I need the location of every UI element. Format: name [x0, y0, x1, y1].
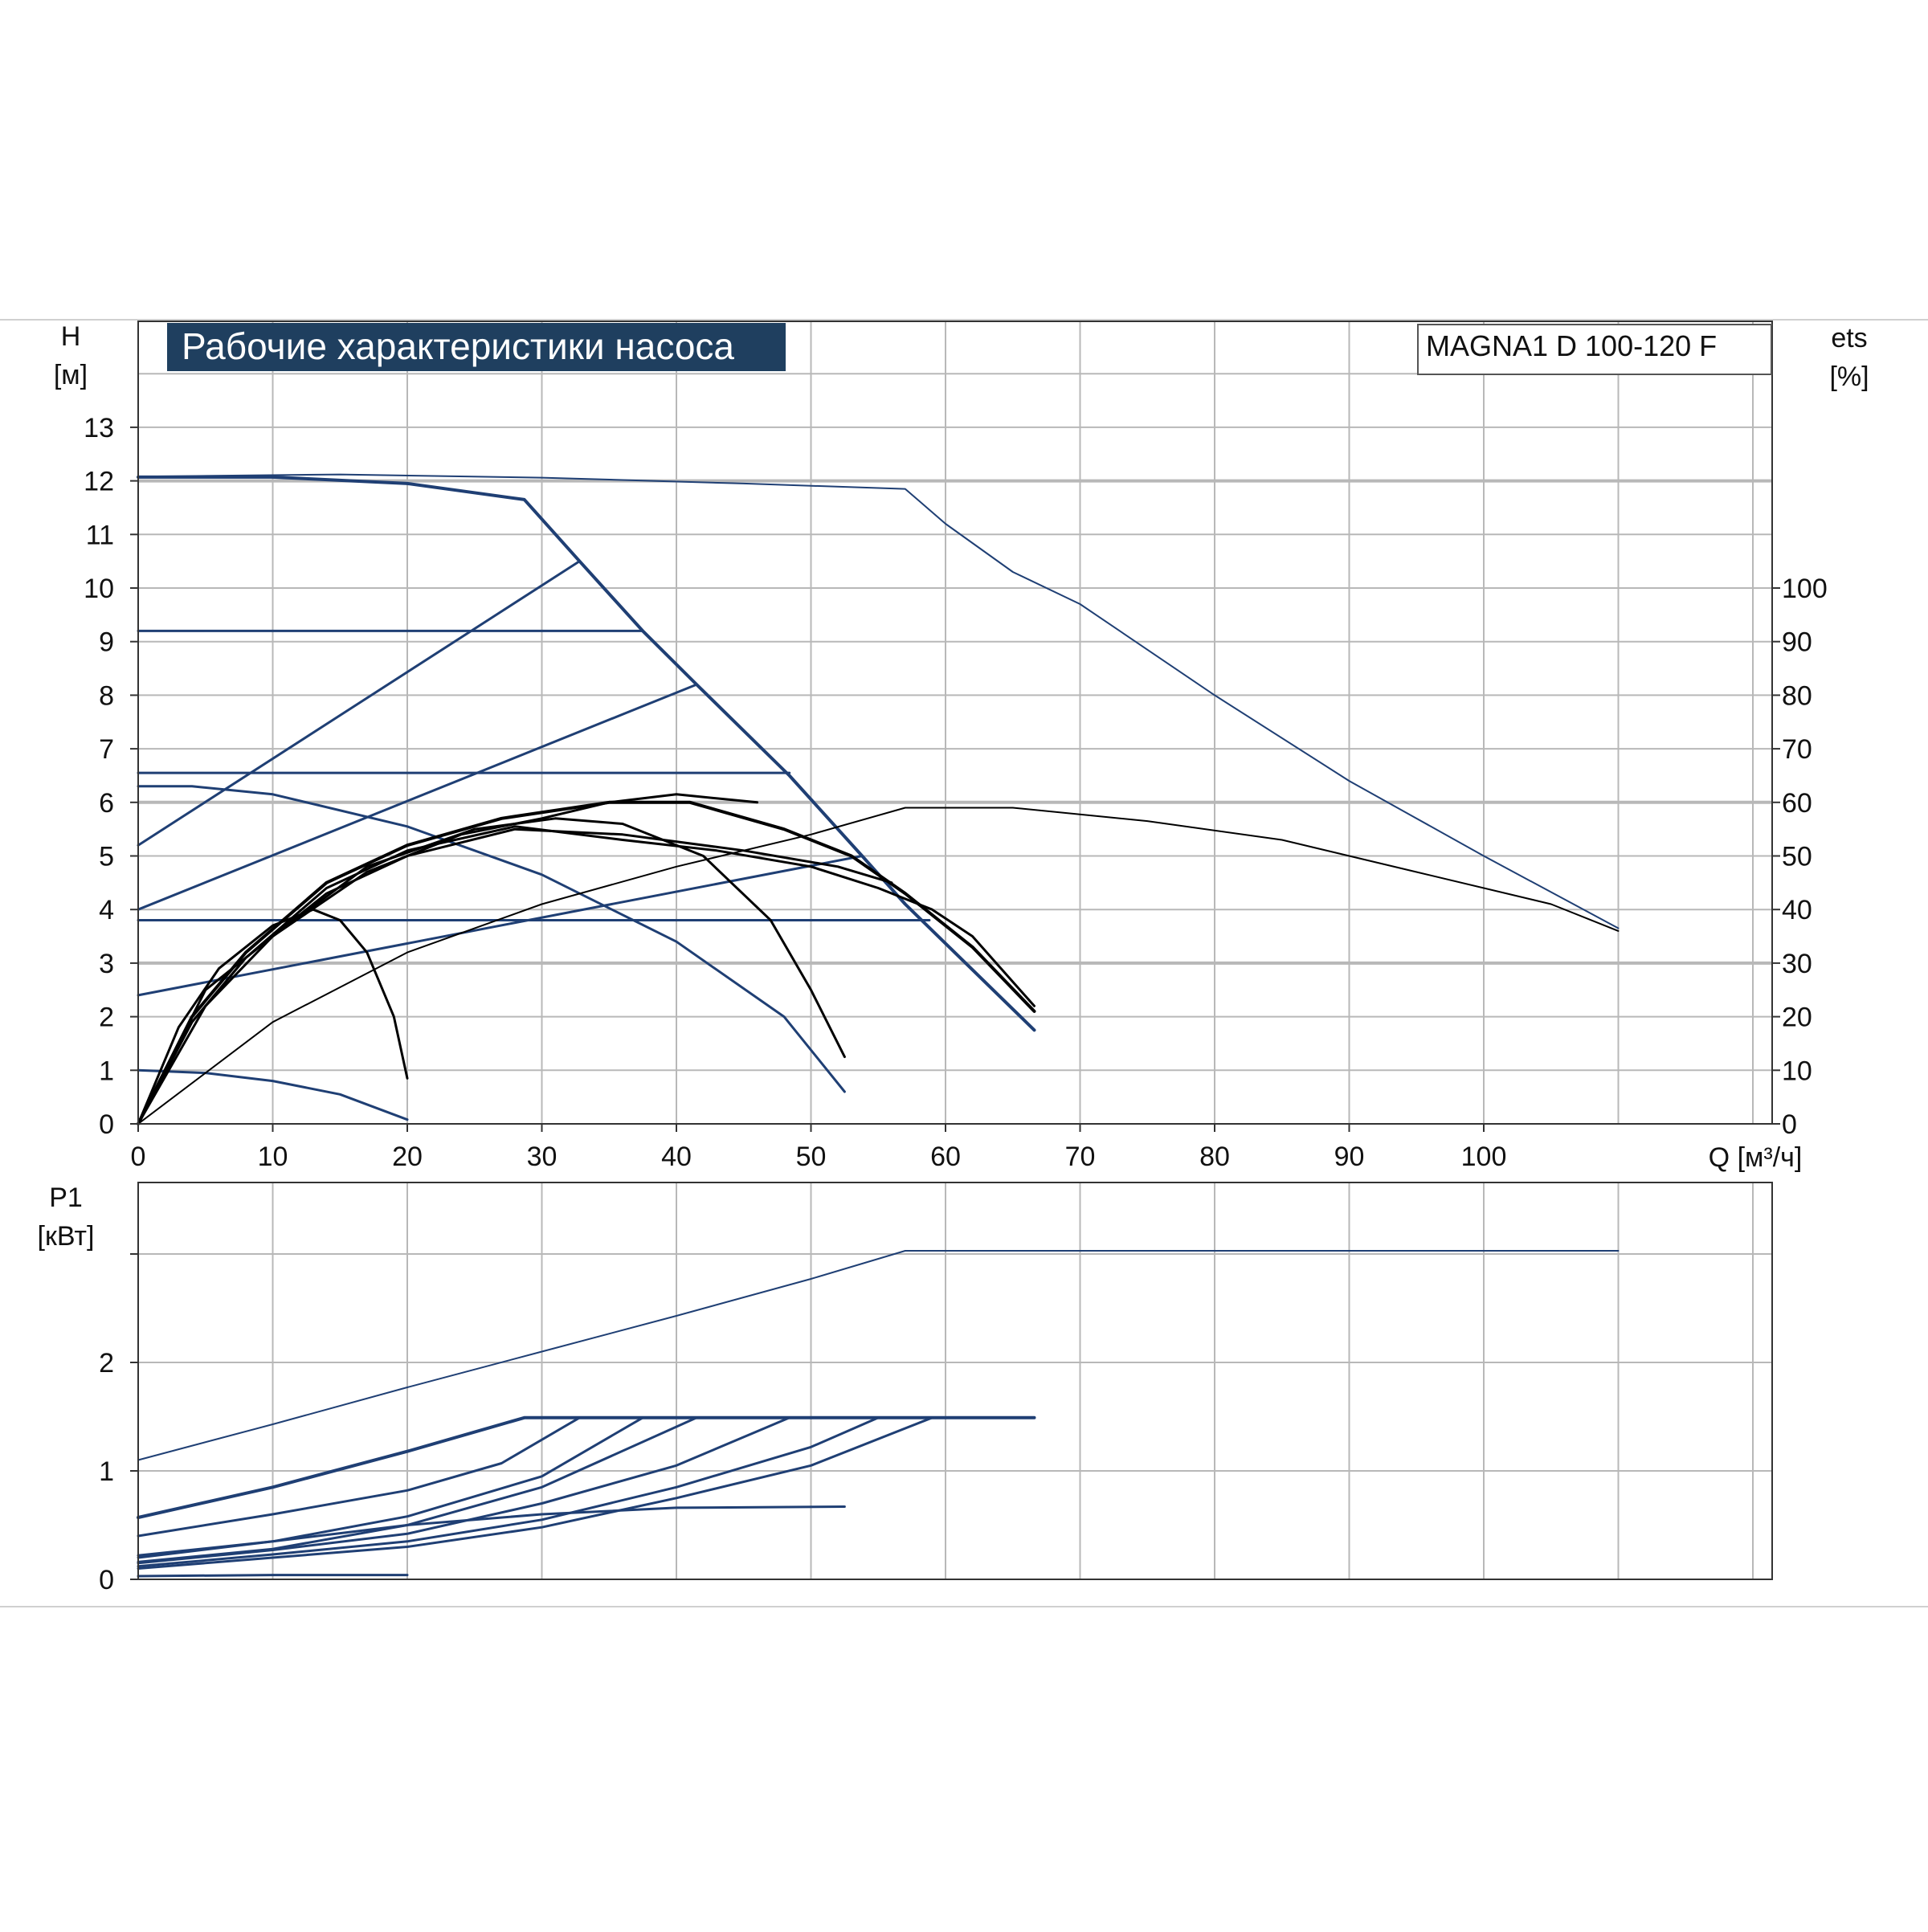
head-y-tick-label: 5 [99, 842, 114, 872]
head-chart-frame [137, 321, 1773, 1125]
head-curve-8 [137, 785, 846, 1093]
power-y-tick-label: 2 [99, 1348, 114, 1379]
power-y-tick-label: 0 [99, 1565, 114, 1595]
efficiency-tick-label: 40 [1782, 895, 1812, 925]
head-axis-unit: [м] [54, 360, 88, 390]
model-label: MAGNA1 D 100-120 F [1426, 329, 1717, 362]
x-tick-label: 60 [930, 1142, 961, 1172]
head-y-tick-label: 11 [86, 520, 114, 550]
head-curve-6 [137, 683, 698, 911]
efficiency-tick-label: 20 [1782, 1003, 1812, 1033]
head-chart-series [137, 473, 1620, 1125]
head-y-tick-label: 7 [99, 734, 114, 765]
chart-title-box [167, 323, 786, 371]
flow-axis-label: Q [м³/ч] [1709, 1142, 1803, 1173]
power-curve-8 [137, 1505, 846, 1559]
head-y-tick-label: 0 [99, 1109, 114, 1140]
x-tick-label: 70 [1065, 1142, 1096, 1172]
power-y-tick-label: 1 [99, 1456, 114, 1487]
head-curve-5 [137, 560, 581, 847]
head-y-tick-label: 13 [84, 413, 114, 443]
power-curve-5 [137, 1416, 791, 1565]
efficiency-tick-label: 80 [1782, 680, 1812, 711]
x-tick-label: 20 [392, 1142, 423, 1172]
power-curve-9 [137, 1574, 409, 1578]
efficiency-tick-label: 50 [1782, 842, 1812, 872]
head-y-tick-label: 9 [99, 627, 114, 658]
efficiency-axis-unit: [%] [1829, 361, 1869, 392]
x-tick-label: 40 [661, 1142, 692, 1172]
power-chart-series [137, 1250, 1620, 1578]
head-y-tick-label: 3 [99, 949, 114, 979]
power-curve-2 [137, 1416, 581, 1538]
efficiency-tick-label: 90 [1782, 627, 1812, 658]
x-tick-label: 50 [796, 1142, 827, 1172]
head-y-tick-label: 6 [99, 788, 114, 819]
head-chart-grid [137, 321, 1772, 1125]
efficiency-curve-15 [137, 908, 409, 1125]
power-chart-frame [137, 1182, 1773, 1580]
power-chart-axes: 0 1 2 [99, 1182, 1773, 1595]
power-curve-0 [137, 1250, 1620, 1461]
head-curve-7 [137, 855, 864, 997]
chart-title: Рабочие характеристики насоса [182, 325, 734, 367]
efficiency-tick-label: 0 [1782, 1109, 1797, 1140]
head-y-tick-label: 10 [84, 574, 114, 604]
head-axis-label: H [61, 321, 81, 352]
model-label-box [1417, 324, 1772, 375]
efficiency-curve-14 [137, 793, 758, 1125]
efficiency-curve-16 [137, 807, 1620, 1125]
head-y-tick-label: 2 [99, 1003, 114, 1033]
head-chart-axes: 0 10 20 30 40 50 60 70 80 90 100012345678910111213… [84, 321, 1828, 1172]
power-axis-label: P1 [49, 1182, 83, 1213]
efficiency-tick-label: 100 [1782, 574, 1828, 604]
head-curve-1 [137, 473, 1620, 929]
efficiency-tick-label: 30 [1782, 949, 1812, 979]
x-tick-label: 30 [527, 1142, 558, 1172]
power-axis-unit: [кВт] [38, 1221, 95, 1252]
head-y-tick-label: 8 [99, 680, 114, 711]
x-tick-label: 0 [131, 1142, 146, 1172]
efficiency-tick-label: 60 [1782, 788, 1812, 819]
head-y-tick-label: 1 [99, 1056, 114, 1086]
efficiency-curve-13 [137, 817, 846, 1125]
x-tick-label: 80 [1199, 1142, 1230, 1172]
efficiency-tick-label: 70 [1782, 734, 1812, 765]
efficiency-axis-label: ets [1831, 323, 1867, 353]
head-curve-9 [137, 1068, 409, 1121]
power-curve-7 [137, 1416, 933, 1570]
power-curve-6 [137, 1416, 880, 1568]
x-tick-label: 10 [258, 1142, 288, 1172]
x-tick-label: 90 [1334, 1142, 1365, 1172]
efficiency-tick-label: 10 [1782, 1056, 1812, 1086]
head-y-tick-label: 4 [99, 895, 114, 925]
head-y-tick-label: 12 [84, 467, 114, 497]
x-tick-label: 100 [1461, 1142, 1507, 1172]
efficiency-curve-12 [137, 827, 893, 1125]
